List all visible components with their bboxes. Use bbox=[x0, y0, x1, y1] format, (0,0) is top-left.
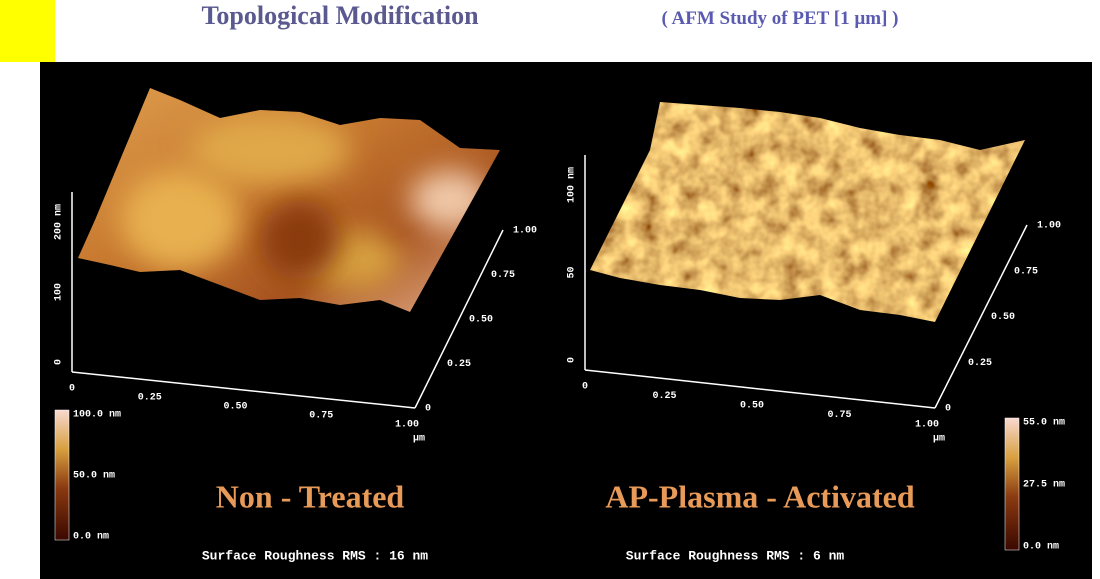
x-tick-label: 0.25 bbox=[138, 393, 162, 404]
z-tick-label: 100 bbox=[54, 283, 65, 301]
roughness-label: Surface Roughness RMS : 6 nm bbox=[626, 548, 845, 563]
sample-label: AP-Plasma - Activated bbox=[605, 478, 914, 514]
z-tick-label: 50 bbox=[567, 266, 578, 278]
x-tick-label: 1.00 bbox=[915, 420, 939, 431]
colorbar-label: 100.0 nm bbox=[73, 410, 121, 421]
y-tick-label: 1.00 bbox=[1037, 221, 1061, 232]
x-tick-label: 0.75 bbox=[827, 410, 851, 421]
x-tick-label: 0 bbox=[582, 382, 588, 393]
colorbar-label: 55.0 nm bbox=[1023, 418, 1065, 429]
colorbar bbox=[1005, 418, 1019, 550]
title: Topological Modification bbox=[201, 1, 479, 30]
highlight-block bbox=[0, 0, 55, 62]
y-tick-label: 0 bbox=[945, 404, 951, 415]
page: Topological Modification ( AFM Study of … bbox=[0, 0, 1100, 579]
x-unit: µm bbox=[413, 434, 425, 445]
y-tick-label: 0.50 bbox=[469, 315, 493, 326]
y-tick-label: 0.75 bbox=[491, 270, 515, 281]
colorbar-label: 27.5 nm bbox=[1023, 480, 1065, 491]
colorbar-label: 50.0 nm bbox=[73, 471, 115, 482]
slide: Topological Modification ( AFM Study of … bbox=[0, 0, 1100, 579]
sample-label: Non - Treated bbox=[216, 478, 405, 514]
subtitle: ( AFM Study of PET [1 µm] ) bbox=[661, 8, 898, 29]
x-tick-label: 0.50 bbox=[223, 402, 247, 413]
colorbar bbox=[55, 410, 69, 540]
x-tick-label: 0 bbox=[69, 384, 75, 395]
x-tick-label: 0.25 bbox=[652, 391, 676, 402]
y-tick-label: 0.25 bbox=[968, 358, 992, 369]
y-tick-label: 1.00 bbox=[513, 226, 537, 237]
z-tick-label: 0 bbox=[54, 359, 65, 365]
colorbar-label: 0.0 nm bbox=[73, 532, 109, 543]
x-tick-label: 0.75 bbox=[309, 411, 333, 422]
z-tick-label: 200 nm bbox=[54, 204, 65, 240]
y-tick-label: 0.50 bbox=[991, 312, 1015, 323]
y-tick-label: 0 bbox=[425, 404, 431, 415]
z-tick-label: 0 bbox=[567, 357, 578, 363]
colorbar-label: 0.0 nm bbox=[1023, 542, 1059, 553]
y-tick-label: 0.75 bbox=[1014, 266, 1038, 277]
x-tick-label: 1.00 bbox=[395, 420, 419, 431]
roughness-label: Surface Roughness RMS : 16 nm bbox=[202, 548, 428, 563]
z-tick-label: 100 nm bbox=[567, 167, 578, 203]
y-tick-label: 0.25 bbox=[447, 359, 471, 370]
x-tick-label: 0.50 bbox=[740, 401, 764, 412]
x-unit: µm bbox=[933, 434, 945, 445]
